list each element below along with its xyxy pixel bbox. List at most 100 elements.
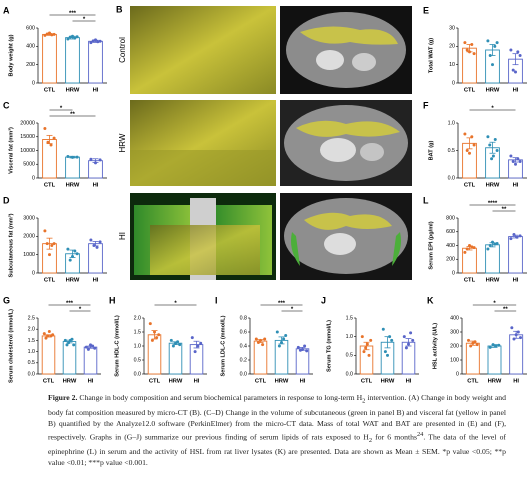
data-point xyxy=(472,52,476,56)
significance-label: *** xyxy=(66,301,74,307)
data-point xyxy=(157,333,161,337)
data-point xyxy=(388,335,392,339)
data-point xyxy=(509,48,513,52)
data-point xyxy=(364,346,368,350)
data-point xyxy=(48,253,51,257)
data-point xyxy=(259,338,262,342)
data-point xyxy=(488,345,492,349)
caption-text: for 6 months xyxy=(372,432,417,442)
data-point xyxy=(494,344,498,348)
chart-panel: E Total WAT (g) 0 10 20 30 CTL HRW HI xyxy=(423,5,527,94)
data-point xyxy=(50,33,54,37)
data-point xyxy=(463,41,467,45)
y-tick-label: 1.0 xyxy=(28,349,35,355)
caption-text: intervention. (A) Change in body weight … xyxy=(48,393,506,442)
data-point xyxy=(491,343,495,347)
x-tick-label: CTL xyxy=(361,379,373,385)
x-tick-label: CTL xyxy=(44,88,56,94)
x-tick-label: HRW xyxy=(275,379,289,385)
fat-region xyxy=(304,212,392,230)
bar xyxy=(274,339,289,375)
data-point xyxy=(493,138,497,141)
data-point xyxy=(495,241,499,245)
data-point xyxy=(472,143,476,147)
y-axis-label: Serum TG (mmol/L) xyxy=(326,320,332,372)
y-tick-label: 0 xyxy=(32,270,35,276)
x-tick-label: HI xyxy=(88,379,94,385)
y-tick-label: 0.5 xyxy=(448,148,455,154)
data-point xyxy=(190,336,194,340)
data-point xyxy=(468,151,471,155)
y-axis-label: Serum cholesterol (mmol/L) xyxy=(8,309,14,383)
x-tick-label: HI xyxy=(194,379,200,385)
data-point xyxy=(71,155,74,159)
panel-letter: G xyxy=(3,295,10,305)
data-point xyxy=(49,143,53,147)
bar xyxy=(42,33,57,84)
data-point xyxy=(171,344,175,348)
data-point xyxy=(52,136,56,140)
y-tick-label: 200 xyxy=(450,343,459,349)
y-tick-label: 1.0 xyxy=(134,343,141,349)
data-point xyxy=(475,343,479,347)
data-point xyxy=(94,161,97,165)
data-point xyxy=(407,342,410,346)
bar xyxy=(65,156,80,179)
data-point xyxy=(493,44,497,48)
x-tick-label: HI xyxy=(513,379,519,385)
panel-letter: B xyxy=(116,4,123,14)
data-point xyxy=(360,335,364,339)
data-point xyxy=(381,327,385,331)
bar xyxy=(401,341,416,375)
significance-label: ** xyxy=(70,112,75,118)
data-point xyxy=(383,350,387,354)
data-point xyxy=(73,36,77,40)
data-point xyxy=(75,155,79,159)
data-point xyxy=(514,70,517,74)
data-point xyxy=(75,35,79,39)
x-tick-label: CTL xyxy=(467,379,479,385)
chart-panel: G Serum cholesterol (mmol/L) 0.0 0.5 1.0 1.5 2… xyxy=(3,295,101,385)
x-tick-label: CTL xyxy=(464,88,476,94)
data-point xyxy=(467,338,470,342)
data-point xyxy=(89,41,93,45)
y-tick-label: 0.2 xyxy=(240,357,247,363)
significance-label: *** xyxy=(69,11,77,17)
data-point xyxy=(493,242,497,246)
y-axis-label: Body weight (g) xyxy=(8,34,14,76)
data-point xyxy=(275,330,279,334)
fat-region xyxy=(300,26,398,45)
data-point xyxy=(46,334,50,338)
significance-label: * xyxy=(291,307,294,313)
significance-label: *** xyxy=(278,301,286,307)
bar xyxy=(359,345,374,375)
x-tick-label: HRW xyxy=(486,278,500,284)
data-point xyxy=(362,350,366,354)
data-point xyxy=(469,344,473,348)
chart-panel: D Subcutaneous fat (mm³) 0 1000 2000 3000 CTL H… xyxy=(3,195,107,284)
significance-label: * xyxy=(491,106,494,112)
data-point xyxy=(43,127,47,130)
data-point xyxy=(68,35,72,39)
data-point xyxy=(296,345,300,349)
y-tick-label: 0.0 xyxy=(134,371,141,377)
x-tick-label: HI xyxy=(406,379,412,385)
data-point xyxy=(261,343,265,347)
x-tick-label: HRW xyxy=(66,183,80,189)
caption-text: . The data of the level of epinephrine (… xyxy=(48,432,506,467)
data-point xyxy=(95,245,99,249)
chart-panel: I Serum LDL-C (mmol/L) 0.0 0.2 0.4 0.6 0.8 CTL H… xyxy=(215,295,313,385)
chart-panel: F BAT (g) 0.0 0.5 1.0 CTL HRW HI * xyxy=(423,100,527,189)
data-point xyxy=(470,43,474,46)
caption-subscript: 2 xyxy=(368,436,373,444)
ct-organ xyxy=(320,138,356,162)
data-point xyxy=(511,68,515,72)
y-tick-label: 1.5 xyxy=(346,315,353,321)
data-point xyxy=(68,258,72,262)
data-point xyxy=(463,250,467,254)
data-point xyxy=(86,347,90,351)
bar xyxy=(62,341,77,375)
y-tick-label: 300 xyxy=(450,329,459,335)
